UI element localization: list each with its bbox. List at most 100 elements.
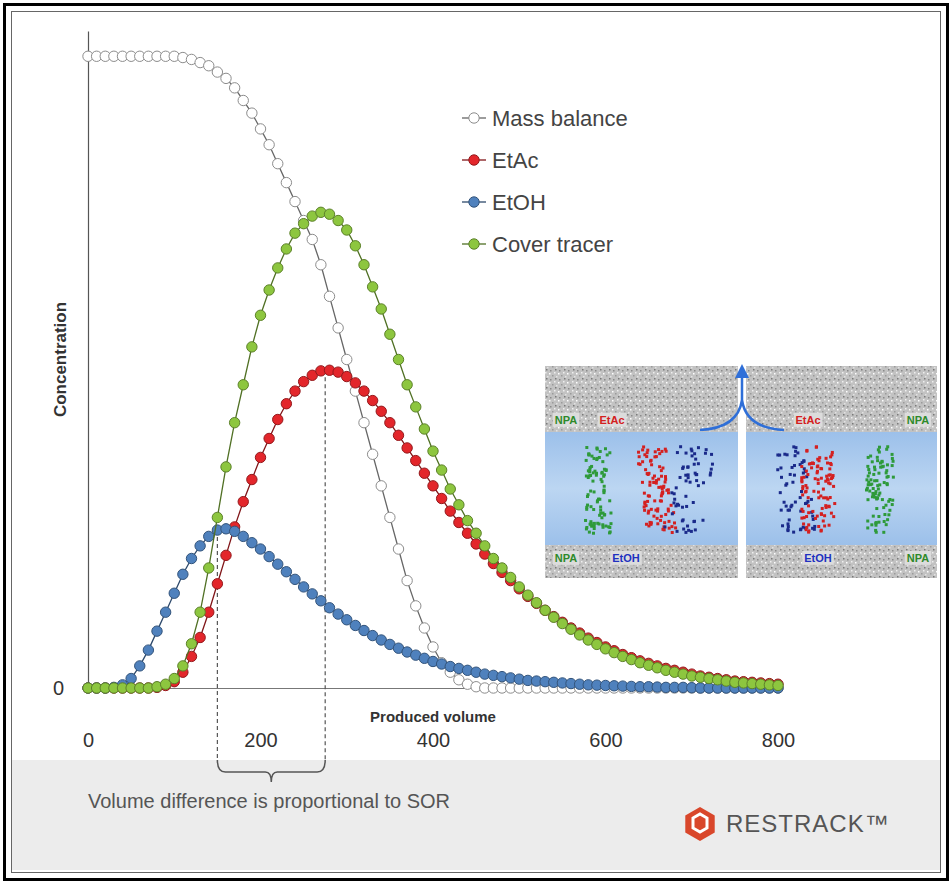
molecule-dot: [802, 522, 805, 525]
molecule-dot: [818, 459, 821, 462]
molecule-dot: [670, 504, 673, 507]
molecule-dot: [820, 512, 823, 515]
molecule-dot: [828, 467, 831, 470]
data-point: [264, 140, 274, 150]
molecule-dot: [600, 516, 603, 519]
data-point: [186, 553, 196, 563]
molecule-dot: [643, 502, 646, 505]
data-point: [221, 462, 231, 472]
molecule-dot: [588, 531, 591, 534]
data-point: [178, 569, 188, 579]
molecule-dot: [779, 466, 782, 469]
data-point: [385, 329, 395, 339]
x-tick: 0: [83, 688, 94, 751]
data-point: [281, 567, 291, 577]
molecule-dot: [805, 470, 808, 473]
data-point: [290, 196, 300, 206]
molecule-dot: [693, 520, 696, 523]
data-point: [126, 673, 136, 683]
molecule-dot: [827, 481, 830, 484]
molecule-dot: [804, 502, 807, 505]
molecule-dot: [871, 460, 874, 463]
molecule-dot: [595, 474, 598, 477]
molecule-dot: [891, 457, 894, 460]
molecule-dot: [804, 490, 807, 493]
molecule-dot: [591, 480, 594, 483]
molecule-dot: [585, 459, 588, 462]
data-point: [273, 414, 283, 424]
label-patch: [905, 551, 931, 565]
molecule-dot: [664, 513, 667, 516]
molecule-dot: [685, 452, 688, 455]
data-point: [428, 446, 438, 456]
x-axis-title: Produced volume: [370, 708, 496, 725]
data-point: [298, 582, 308, 592]
molecule-dot: [674, 526, 677, 529]
data-point: [264, 551, 274, 561]
molecule-dot: [596, 448, 599, 451]
logo-hexagon: [685, 807, 714, 841]
molecule-dot: [651, 477, 654, 480]
data-point: [367, 282, 377, 292]
chart-container: 02004006008000Produced volumeConcentrati…: [0, 0, 952, 884]
molecule-dot: [638, 455, 641, 458]
legend-item: Cover tracer: [462, 232, 613, 257]
molecule-dot: [655, 455, 658, 458]
molecule-dot: [697, 446, 700, 449]
data-point: [290, 228, 300, 238]
molecule-dot: [832, 474, 835, 477]
molecule-dot: [877, 515, 880, 518]
data-point: [445, 484, 455, 494]
series-line: [88, 529, 778, 688]
molecule-dot: [824, 480, 827, 483]
molecule-dot: [800, 490, 803, 493]
molecule-dot: [652, 515, 655, 518]
molecule-dot: [870, 483, 873, 486]
molecule-dot: [788, 518, 791, 521]
molecule-dot: [794, 454, 797, 457]
molecule-dot: [641, 448, 644, 451]
molecule-dot: [596, 457, 599, 460]
molecule-dot: [692, 501, 695, 504]
molecule-dot: [833, 502, 836, 505]
inner-frame: [12, 12, 941, 873]
molecule-dot: [883, 481, 886, 484]
x-tick-label: 800: [762, 729, 795, 751]
molecule-dot: [660, 485, 663, 488]
molecule-dot: [687, 473, 690, 476]
molecule-dot: [826, 498, 829, 501]
molecule-dot: [826, 462, 829, 465]
molecule-dot: [648, 481, 651, 484]
data-point: [273, 559, 283, 569]
molecule-dot: [825, 457, 828, 460]
molecule-dot: [668, 527, 671, 530]
molecule-dot: [676, 530, 679, 533]
molecule-dot: [681, 506, 684, 509]
data-point: [324, 291, 334, 301]
molecule-dot: [676, 451, 679, 454]
molecule-dot: [811, 527, 814, 530]
inset-label: NPA: [907, 552, 929, 564]
x-tick-label: 0: [83, 729, 94, 751]
annotation-dashed-line: [325, 370, 326, 760]
molecule-dot: [886, 518, 889, 521]
molecule-dot: [601, 460, 604, 463]
molecule-dot: [865, 478, 868, 481]
molecule-dot: [690, 530, 693, 533]
molecule-dot: [685, 479, 688, 482]
data-point: [195, 607, 205, 617]
molecule-dot: [887, 513, 890, 516]
molecule-dot: [879, 466, 882, 469]
data-point: [428, 481, 438, 491]
molecule-dot: [584, 519, 587, 522]
molecule-dot: [827, 505, 830, 508]
data-point: [402, 575, 412, 585]
molecule-dot: [828, 524, 831, 527]
molecule-dot: [673, 521, 676, 524]
data-point: [376, 406, 386, 416]
molecule-dot: [891, 499, 894, 502]
data-point: [255, 452, 265, 462]
data-point: [264, 433, 274, 443]
molecule-dot: [679, 476, 682, 479]
data-point: [428, 642, 438, 652]
